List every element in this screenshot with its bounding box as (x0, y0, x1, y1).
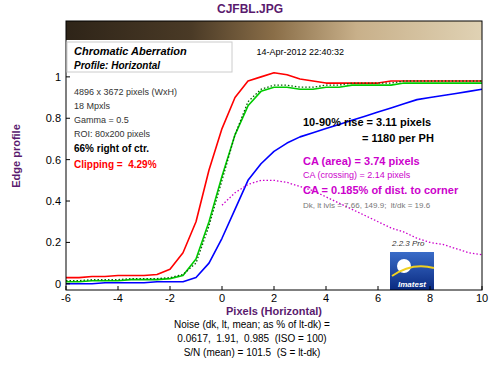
x-tick-label: 8 (427, 292, 433, 304)
annotation: Chromatic Aberration (74, 45, 187, 57)
y-tick (66, 242, 70, 243)
x-axis-label: Pixels (Horizontal) (226, 305, 322, 317)
annotation: Clipping = 4.29% (74, 159, 157, 170)
x-tick (66, 286, 67, 290)
x-tick (118, 286, 119, 290)
x-tick-label: -4 (113, 292, 123, 304)
logo-arc (392, 266, 434, 276)
chart: CJFBL.JPG -6 -4 -2 0 2 4 6 8 10 0 0.2 0.4 0.6 0.8 1 Pixe… (0, 0, 500, 384)
plot-area (66, 21, 482, 290)
logo (390, 252, 434, 290)
x-tick (170, 286, 171, 290)
annotation: CA = 0.185% of dist. to corner (303, 184, 459, 196)
x-tick-label: 6 (375, 292, 381, 304)
y-tick (66, 201, 70, 202)
y-tick (66, 283, 70, 284)
y-tick-label: 0 (55, 278, 61, 290)
annotation: Noise (dk, lt, mean; as % of lt-dk) = (174, 319, 330, 330)
series-line (66, 81, 482, 281)
annotation: 18 Mpxls (74, 101, 111, 111)
y-tick-label: 0.6 (46, 154, 61, 166)
annotation: ROI: 80x200 pixels (74, 129, 151, 139)
annotation: 0.0617, 1.91, 0.985 (ISO = 100) (177, 333, 326, 344)
color-strip (66, 21, 482, 40)
y-tick (66, 76, 70, 77)
y-axis-label: Edge profile (10, 124, 22, 188)
y-tick-label: 1 (55, 71, 61, 83)
series-line (222, 180, 482, 254)
series-line (66, 83, 482, 282)
x-tick (430, 286, 431, 290)
x-tick-label: -2 (165, 292, 175, 304)
y-tick (66, 159, 70, 160)
annotation: Profile: Horizontal (74, 60, 160, 71)
x-tick-label: 0 (219, 292, 225, 304)
x-tick-label: -6 (61, 292, 71, 304)
annotation: = 1180 per PH (362, 132, 434, 144)
annotation: 4896 x 3672 pixels (WxH) (74, 87, 177, 97)
annotation: Dk, lt lvls = 7.66, 149.9; lt/dk = 19.6 (303, 201, 431, 210)
title: CJFBL.JPG (217, 2, 283, 16)
annotation: Gamma = 0.5 (74, 115, 129, 125)
plot-frame (66, 21, 482, 290)
x-tick (326, 286, 327, 290)
y-tick (66, 118, 70, 119)
annotation: S/N (mean) = 101.5 (S = lt-dk) (184, 347, 321, 358)
annotation: CA (area) = 3.74 pixels (303, 155, 420, 167)
y-tick-label: 0.2 (46, 236, 61, 248)
annotation: 66% right of ctr. (74, 143, 149, 154)
x-tick (378, 286, 379, 290)
header-box (67, 42, 232, 72)
annotation: 14-Apr-2012 22:40:32 (256, 47, 344, 57)
annotation: CA (crossing) = 2.14 pixels (303, 170, 411, 180)
series-line (66, 89, 482, 284)
y-tick-label: 0.4 (46, 195, 61, 207)
annotation: 10-90% rise = 3.11 pixels (303, 116, 431, 128)
series-line (66, 73, 482, 278)
x-tick (222, 286, 223, 290)
series-group (66, 73, 482, 284)
x-tick-label: 10 (476, 292, 488, 304)
annotation: 2.2.3 Pro (391, 239, 425, 248)
x-tick-label: 2 (271, 292, 277, 304)
y-tick-label: 0.8 (46, 112, 61, 124)
x-tick (482, 286, 483, 290)
x-tick-label: 4 (323, 292, 329, 304)
x-tick (274, 286, 275, 290)
annotation: Imatest (398, 280, 426, 289)
logo-box (390, 252, 434, 290)
